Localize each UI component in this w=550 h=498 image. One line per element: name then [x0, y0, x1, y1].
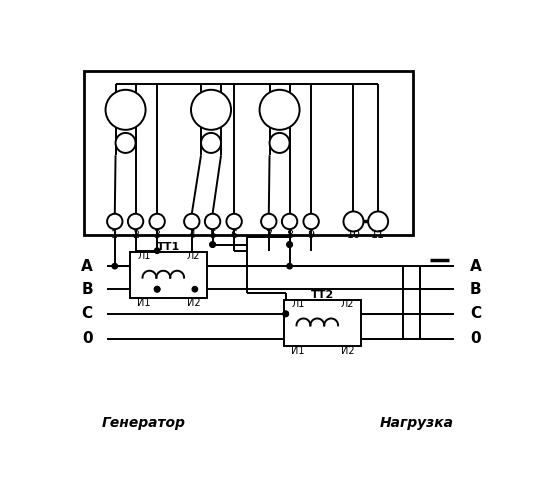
- Circle shape: [192, 286, 197, 292]
- Text: 1: 1: [111, 230, 118, 240]
- Text: 7: 7: [265, 230, 272, 240]
- Circle shape: [201, 133, 221, 153]
- Text: 8: 8: [286, 230, 293, 240]
- Circle shape: [116, 133, 135, 153]
- Text: 4: 4: [188, 230, 195, 240]
- Circle shape: [210, 242, 215, 247]
- Text: C: C: [81, 306, 92, 321]
- Circle shape: [283, 311, 288, 317]
- Text: И2: И2: [340, 346, 354, 356]
- Circle shape: [150, 214, 165, 229]
- Text: B: B: [81, 282, 93, 297]
- Text: 11: 11: [371, 230, 385, 241]
- Circle shape: [260, 90, 300, 130]
- Circle shape: [343, 212, 364, 232]
- Circle shape: [270, 133, 290, 153]
- Text: Генератор: Генератор: [101, 416, 185, 430]
- Circle shape: [283, 311, 288, 317]
- Text: И1: И1: [137, 298, 151, 308]
- Text: ТТ2: ТТ2: [311, 290, 334, 300]
- Circle shape: [227, 214, 242, 229]
- Circle shape: [191, 90, 231, 130]
- Text: ТТ1: ТТ1: [157, 242, 180, 252]
- Circle shape: [304, 214, 319, 229]
- Text: Нагрузка: Нагрузка: [379, 416, 454, 430]
- Text: 2: 2: [132, 230, 139, 240]
- Text: Л1: Л1: [137, 251, 151, 261]
- Circle shape: [205, 214, 221, 229]
- Text: 3: 3: [153, 230, 161, 240]
- Text: C: C: [470, 306, 481, 321]
- Circle shape: [112, 263, 118, 269]
- Text: И1: И1: [291, 346, 305, 356]
- Circle shape: [287, 242, 292, 247]
- Circle shape: [107, 214, 123, 229]
- Circle shape: [282, 214, 298, 229]
- Circle shape: [287, 263, 292, 269]
- Text: 0: 0: [471, 331, 481, 346]
- Circle shape: [261, 214, 277, 229]
- Circle shape: [210, 242, 215, 247]
- Text: И2: И2: [186, 298, 200, 308]
- Bar: [84, 71, 412, 236]
- Circle shape: [155, 286, 160, 292]
- Text: Л2: Л2: [341, 299, 354, 309]
- Text: 6: 6: [230, 230, 238, 240]
- Text: 0: 0: [82, 331, 92, 346]
- Text: A: A: [81, 258, 93, 273]
- Circle shape: [155, 248, 160, 253]
- Text: B: B: [470, 282, 482, 297]
- Text: Л1: Л1: [291, 299, 305, 309]
- Bar: [130, 252, 207, 298]
- Circle shape: [155, 286, 160, 292]
- Circle shape: [184, 214, 200, 229]
- Text: 10: 10: [346, 230, 360, 241]
- Text: A: A: [470, 258, 482, 273]
- Circle shape: [128, 214, 143, 229]
- Text: 5: 5: [209, 230, 216, 240]
- Text: Л2: Л2: [187, 251, 200, 261]
- Circle shape: [287, 242, 292, 247]
- Circle shape: [106, 90, 146, 130]
- Text: 9: 9: [307, 230, 315, 240]
- Circle shape: [368, 212, 388, 232]
- Bar: [284, 300, 361, 346]
